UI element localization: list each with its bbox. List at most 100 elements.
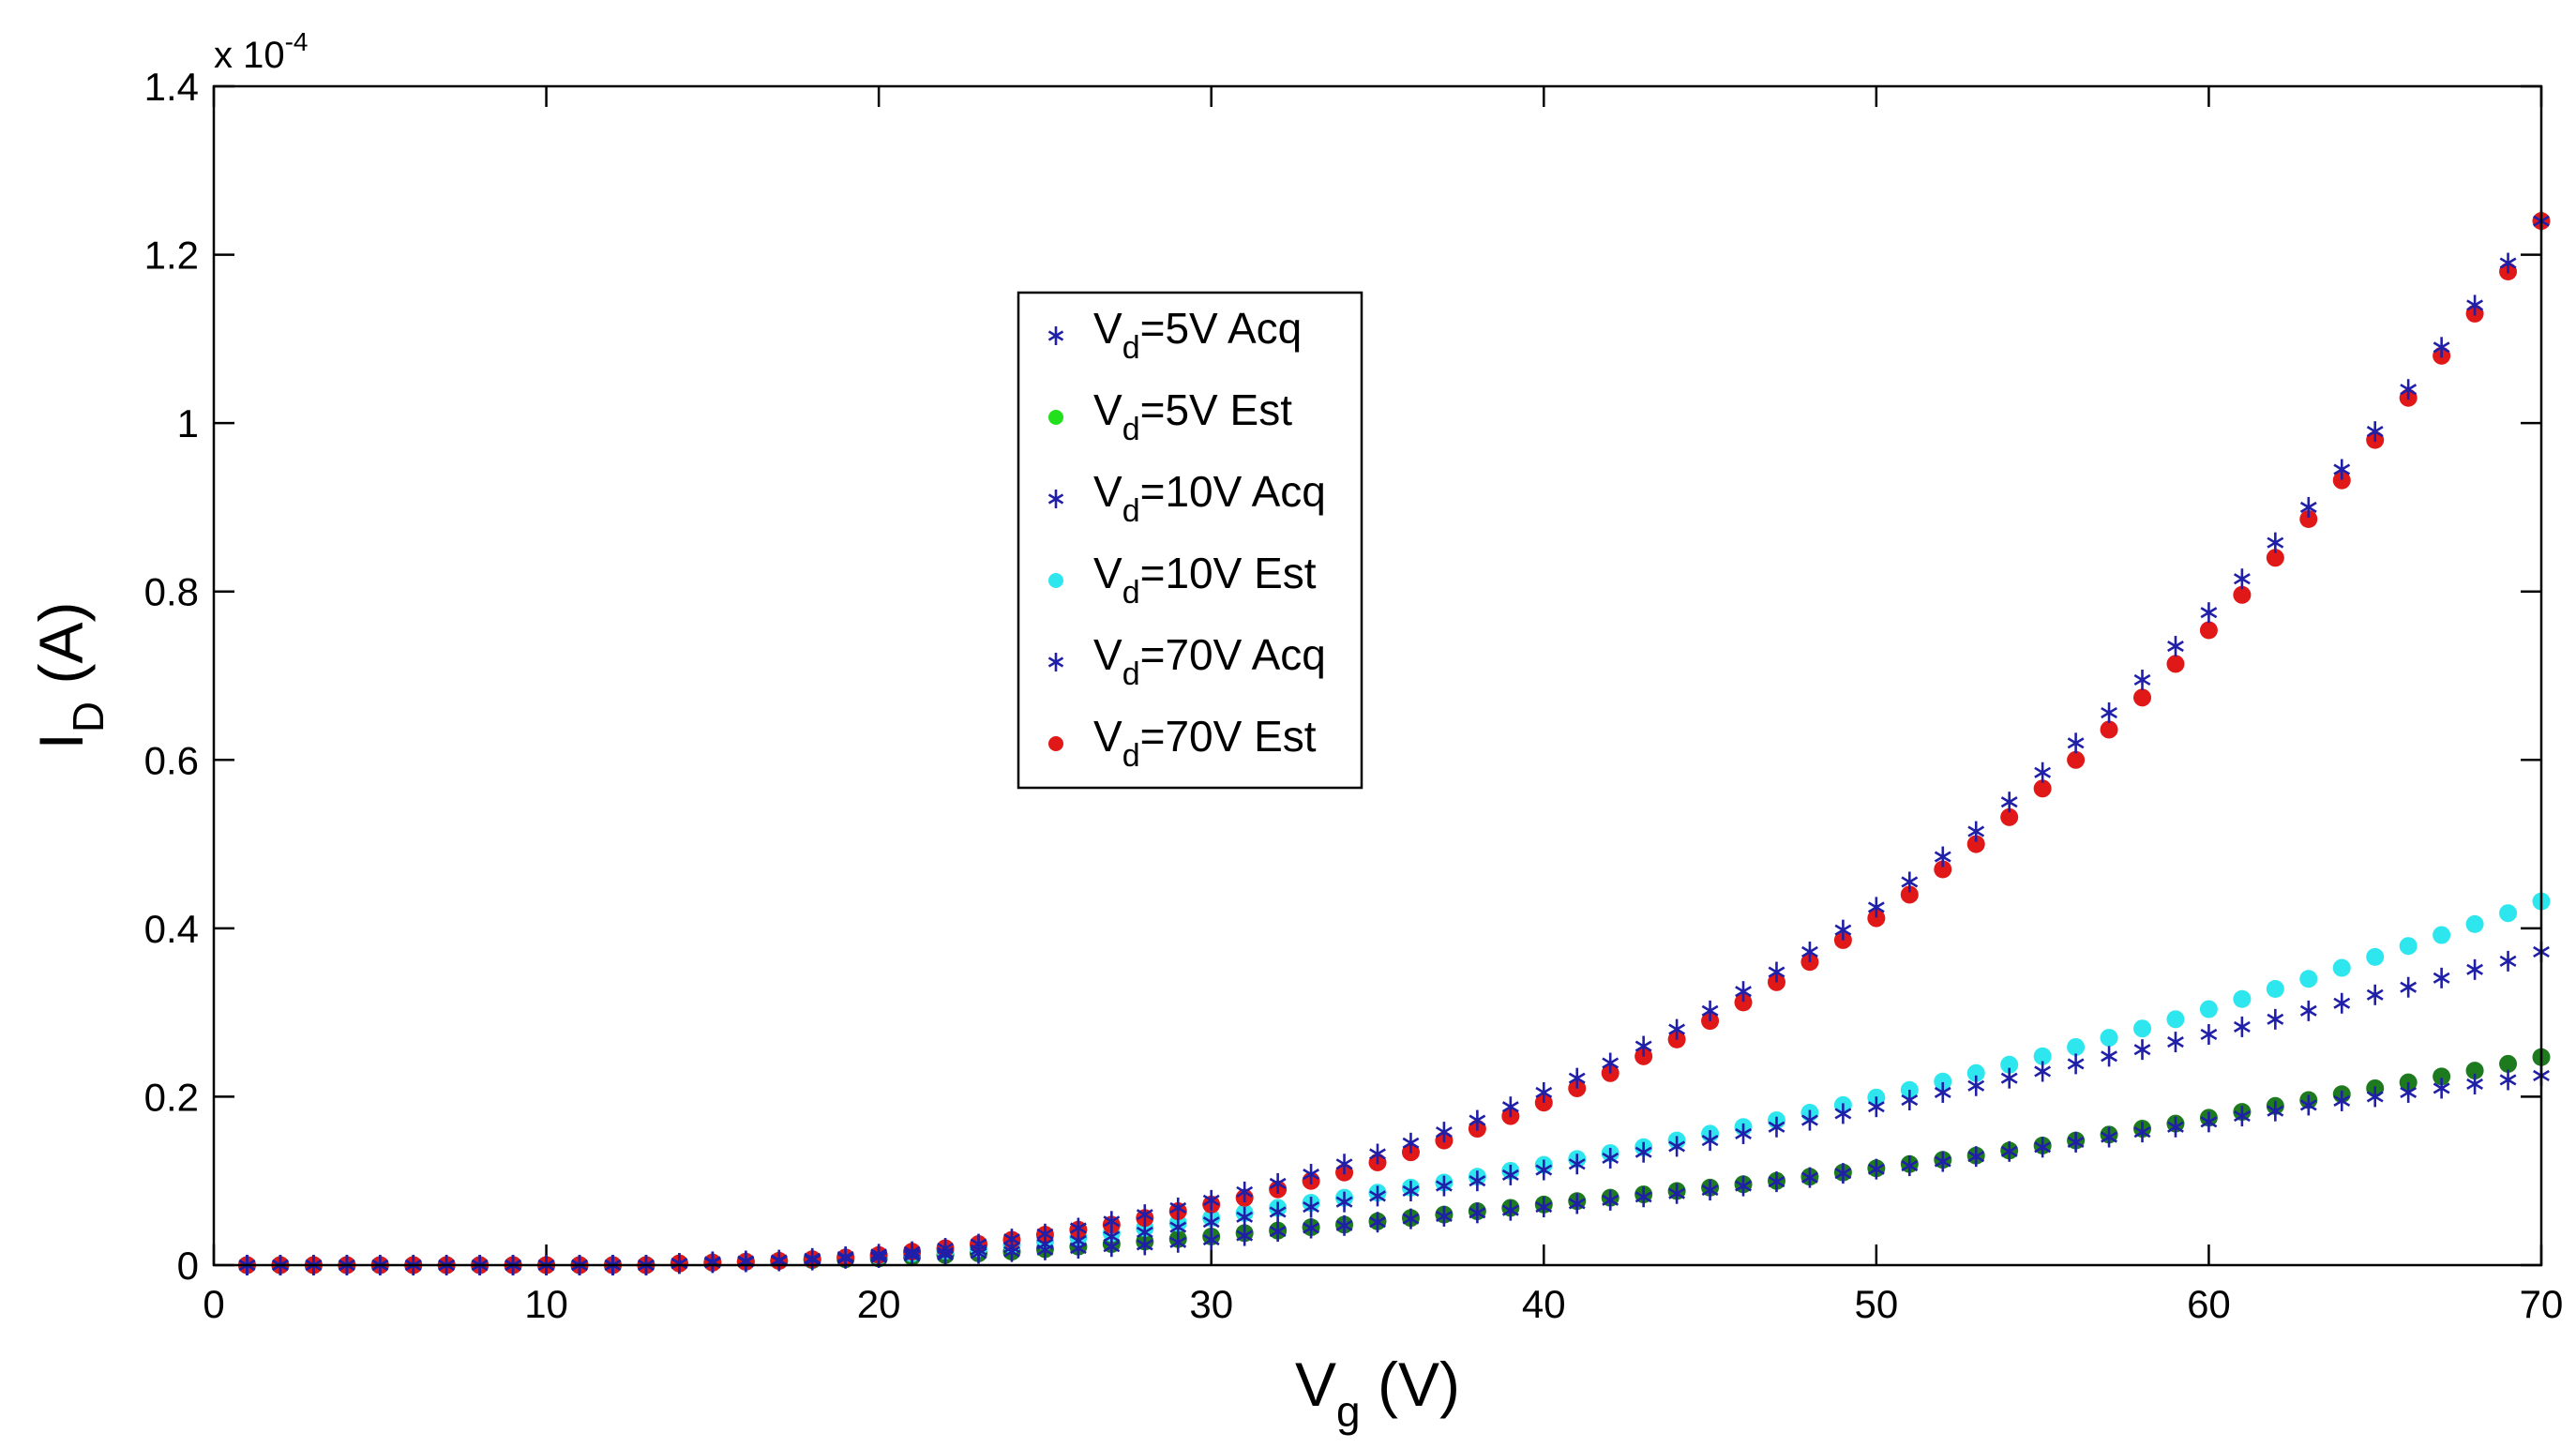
data-point (2101, 702, 2117, 724)
data-point (770, 1249, 788, 1271)
data-point (2233, 1106, 2251, 1127)
legend-label-base: V (1093, 304, 1122, 353)
data-point (1834, 1103, 1852, 1124)
legend-marker (1047, 326, 1064, 345)
y-multiplier-base: x 10 (214, 35, 285, 76)
data-point (1568, 1154, 1586, 1175)
data-point (1269, 1221, 1287, 1243)
data-point (2133, 1039, 2151, 1061)
x-axis-title-base: V (1295, 1350, 1336, 1419)
data-point (2399, 937, 2418, 956)
data-point (2033, 779, 2052, 798)
data-point (1335, 1191, 1353, 1213)
data-point (1602, 1052, 1619, 1074)
data-point (2233, 989, 2252, 1008)
data-point (2433, 926, 2451, 944)
data-point (1735, 1123, 1752, 1144)
data-point (1103, 1211, 1121, 1232)
data-point (836, 1246, 854, 1268)
data-point (2167, 1116, 2184, 1138)
data-point (2133, 1019, 2152, 1038)
data-point (1901, 1090, 1919, 1111)
legend-label-rest: =10V Acq (1140, 467, 1326, 516)
data-point (1303, 1217, 1320, 1239)
y-tick-label: 0.2 (144, 1075, 199, 1119)
data-point (2034, 762, 2052, 783)
data-point (1967, 1075, 1985, 1096)
y-axis-title-rest: (A) (26, 602, 96, 701)
data-point (2366, 984, 2384, 1005)
data-point (1768, 961, 1785, 983)
data-point (2465, 914, 2484, 933)
data-point (1335, 1214, 1353, 1236)
legend-label-base: V (1093, 549, 1122, 597)
data-point (2333, 459, 2351, 480)
y-tick-label: 0.4 (144, 907, 199, 951)
data-point (2034, 1137, 2052, 1158)
data-point (1901, 1155, 1919, 1177)
data-point (1202, 1212, 1220, 1233)
x-tick-label: 50 (1854, 1282, 1898, 1326)
data-point (1801, 1167, 1818, 1188)
data-point (1469, 1202, 1486, 1224)
data-point (2199, 1000, 2218, 1018)
legend-label-sub: d (1122, 738, 1140, 774)
data-point (2200, 1023, 2218, 1045)
data-point (1303, 1164, 1320, 1185)
data-point (2000, 1067, 2018, 1089)
data-point (1735, 1175, 1752, 1197)
data-point (1966, 1063, 1985, 1082)
data-point (1169, 1197, 1187, 1218)
data-point (1634, 1141, 1652, 1163)
data-point (1501, 1164, 1519, 1185)
data-point (1900, 885, 1919, 904)
data-point (1501, 1096, 1519, 1118)
data-point (1501, 1199, 1519, 1221)
data-point (1602, 1147, 1619, 1169)
y-axis-title-sub: D (64, 701, 113, 732)
x-tick-label: 20 (857, 1282, 901, 1326)
data-point (1967, 1146, 1985, 1168)
data-point (2299, 1094, 2317, 1116)
data-point (2466, 294, 2484, 316)
legend-label: Vd=5V Est (1093, 385, 1292, 447)
data-point (1934, 1072, 1952, 1091)
legend-label-sub: d (1122, 493, 1140, 529)
data-point (2433, 337, 2450, 358)
data-point (2133, 1122, 2151, 1143)
data-point (2167, 1032, 2184, 1053)
data-point (1735, 981, 1752, 1003)
series-vd-70v-acq (238, 210, 2550, 1275)
data-point (1934, 846, 1951, 867)
data-point (1402, 1132, 1420, 1154)
data-point (2100, 1029, 2118, 1048)
y-multiplier: x 10-4 (214, 27, 309, 76)
data-point (1867, 897, 1885, 918)
legend-label-base: V (1093, 630, 1122, 679)
legend-label-rest: =5V Acq (1140, 304, 1303, 353)
x-axis-title-rest: (V) (1361, 1350, 1460, 1419)
data-point (903, 1241, 921, 1262)
data-point (1535, 1197, 1553, 1218)
x-tick-label: 30 (1189, 1282, 1233, 1326)
data-point (1169, 1216, 1187, 1238)
data-point (1834, 1163, 1852, 1184)
data-point (2499, 252, 2517, 274)
x-tick-label: 70 (2520, 1282, 2564, 1326)
labels-layer: 0 10 20 30 40 50 60 70 0 0.2 0.4 0.6 0.8 1 1.2 1.4 x 10-… (26, 27, 2563, 1436)
data-point (1867, 1158, 1885, 1180)
data-point (1966, 835, 1985, 853)
data-point (2167, 636, 2184, 657)
data-point (2499, 904, 2518, 923)
data-point (2267, 532, 2284, 553)
data-point (1801, 941, 1818, 962)
data-point (2299, 970, 2318, 988)
data-point (870, 1244, 888, 1265)
data-point (937, 1238, 954, 1259)
y-tick-label: 0.6 (144, 738, 199, 782)
data-point (1668, 1018, 1686, 1040)
data-point (2034, 1061, 2052, 1082)
data-point (2433, 967, 2450, 988)
data-point (1668, 1136, 1686, 1157)
